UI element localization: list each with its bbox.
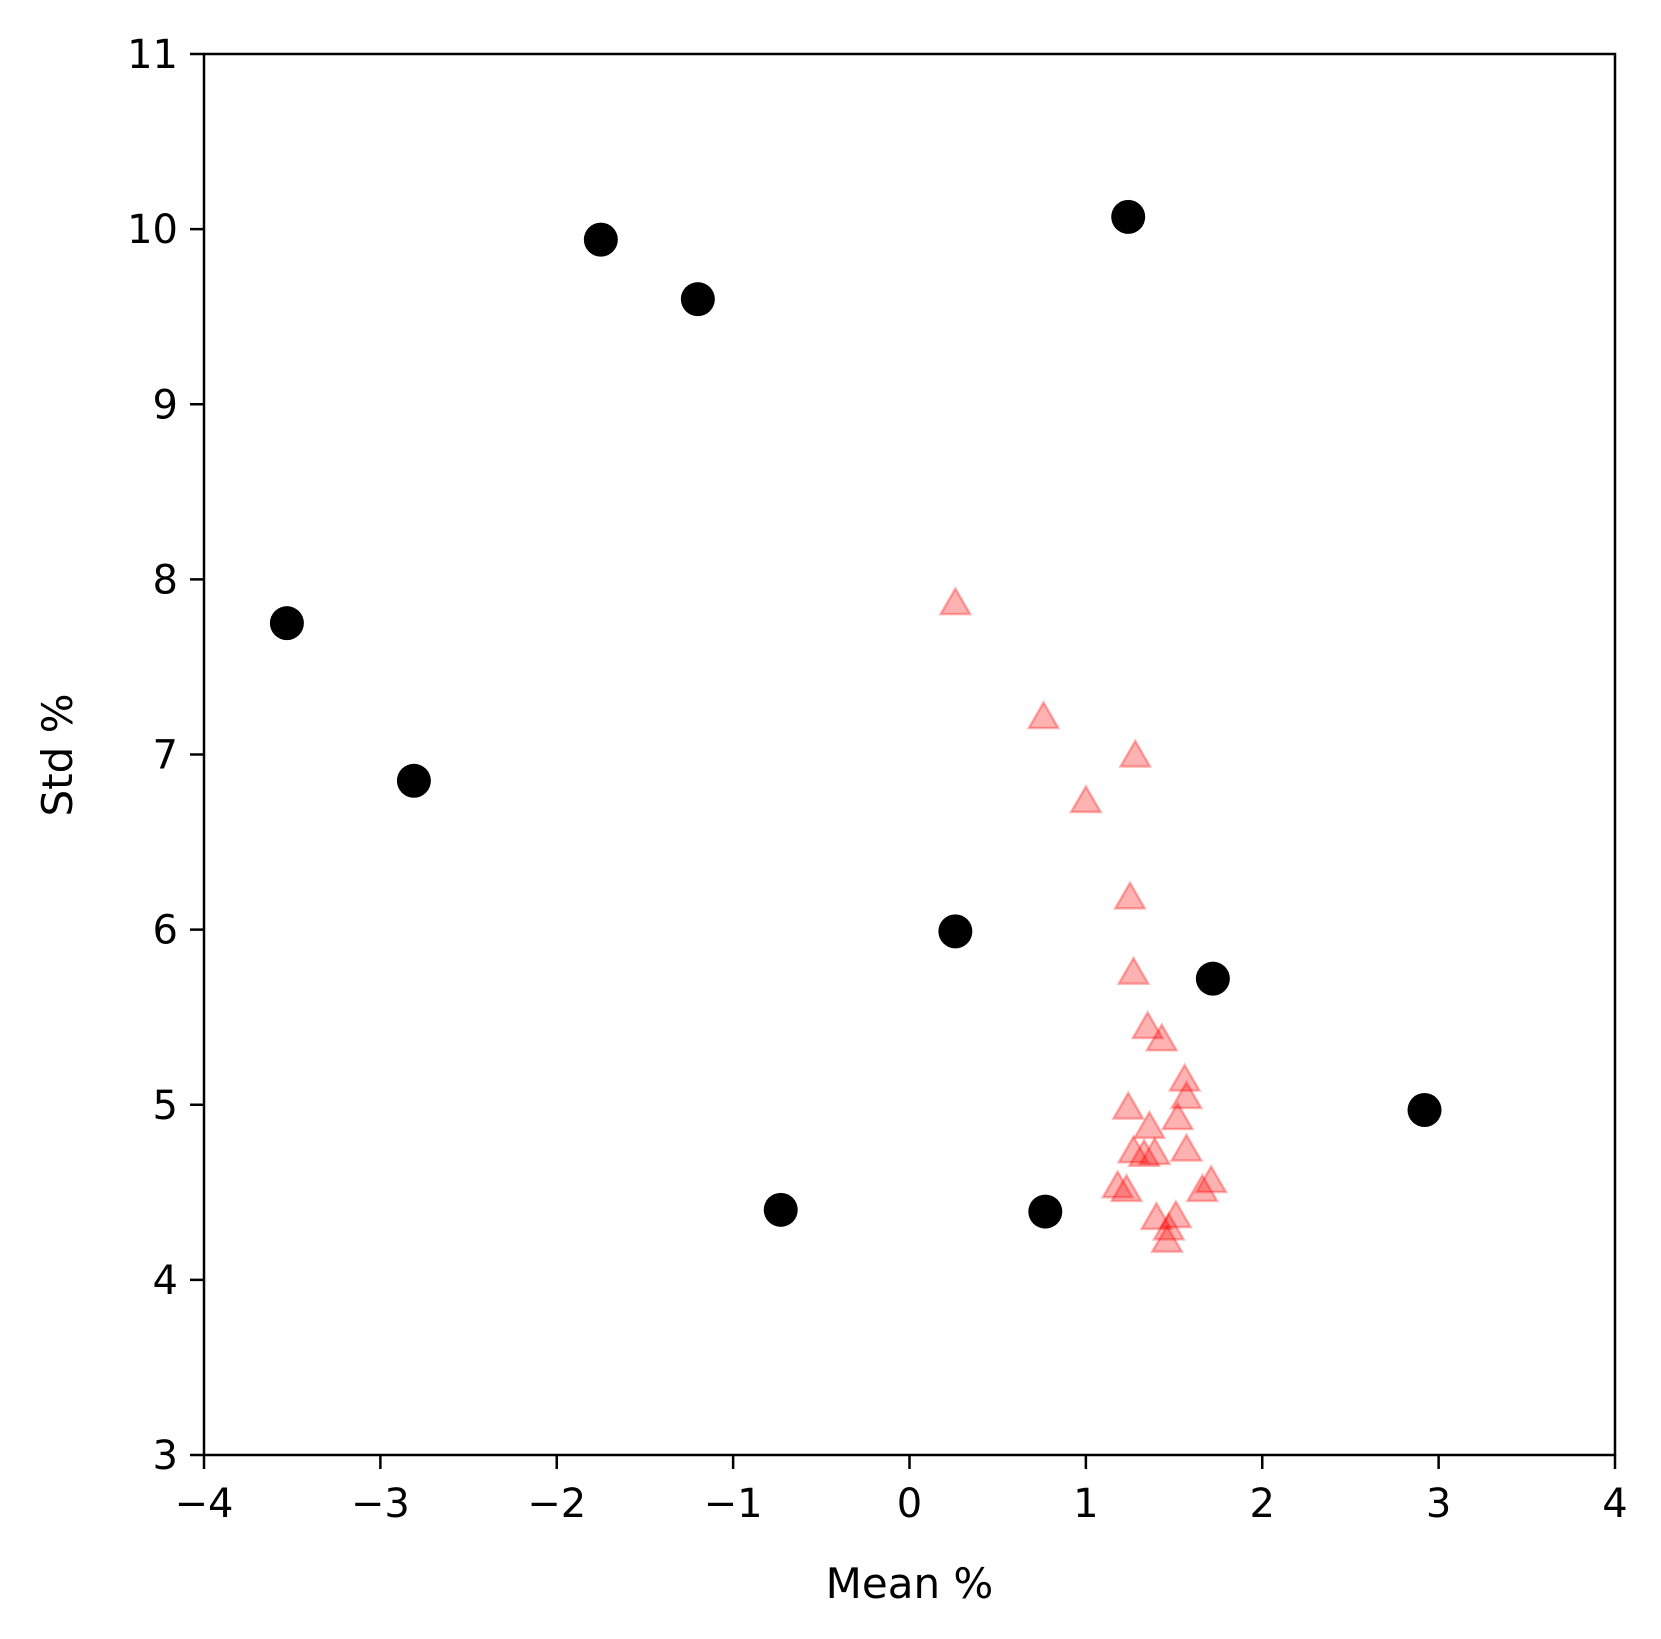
data-point-triangle (1100, 1169, 1135, 1199)
y-tick-label: 9 (153, 382, 178, 428)
data-point-circle (680, 282, 715, 317)
data-point-triangle (1127, 1137, 1161, 1168)
x-axis: −4 −3 −2 −1 0 1 2 3 4 (175, 1455, 1628, 1527)
data-point-triangle (1132, 1109, 1167, 1140)
data-point-circle (396, 763, 431, 798)
data-point-triangle (1151, 1211, 1186, 1241)
data-point-triangle (1130, 1009, 1165, 1040)
data-point-circle (583, 222, 618, 257)
data-point-triangle (1068, 784, 1103, 814)
data-point-triangle (1116, 1134, 1151, 1164)
data-point-triangle (1169, 1132, 1204, 1162)
data-point-circle (1195, 961, 1230, 996)
x-tick-label: −2 (527, 1481, 586, 1527)
x-tick-label: 3 (1426, 1481, 1451, 1527)
data-point-triangle (1158, 1199, 1193, 1229)
data-point-triangle (1109, 1172, 1144, 1203)
data-point-triangle (1160, 1101, 1195, 1131)
y-tick-label: 11 (127, 32, 178, 78)
y-axis-label: Std % (33, 693, 82, 816)
data-point-triangle (1111, 1090, 1146, 1120)
plot-marks (269, 199, 1442, 1253)
data-point-triangle (1113, 880, 1147, 910)
data-point-circle (763, 1192, 798, 1227)
x-tick-label: 4 (1602, 1481, 1627, 1527)
data-point-circle (1407, 1093, 1442, 1128)
y-tick-label: 5 (153, 1083, 178, 1129)
data-point-triangle (1194, 1164, 1228, 1194)
y-tick-label: 10 (127, 207, 178, 253)
y-tick-label: 7 (153, 733, 178, 779)
x-tick-label: −1 (704, 1481, 763, 1527)
data-point-circle (938, 914, 973, 949)
data-point-triangle (1169, 1079, 1204, 1110)
data-point-circle (269, 606, 304, 641)
triangle-series (938, 586, 1228, 1253)
y-tick-label: 4 (153, 1258, 178, 1304)
data-point-triangle (1118, 738, 1153, 768)
data-point-triangle (1116, 955, 1151, 985)
y-axis: 3 4 5 6 7 8 9 10 11 (127, 32, 204, 1479)
data-point-circle (1028, 1194, 1063, 1229)
data-point-triangle (1167, 1062, 1202, 1092)
data-point-triangle (1150, 1223, 1184, 1253)
data-point-triangle (1144, 1022, 1179, 1052)
plot-frame (202, 52, 1617, 1457)
x-tick-label: 1 (1073, 1481, 1098, 1527)
circle-series (269, 199, 1442, 1229)
x-tick-label: 2 (1250, 1481, 1275, 1527)
x-tick-label: −3 (351, 1481, 410, 1527)
y-tick-label: 3 (153, 1433, 178, 1479)
y-tick-label: 6 (153, 908, 178, 954)
y-tick-label: 8 (153, 557, 178, 603)
data-point-triangle (1185, 1172, 1220, 1203)
data-point-circle (1111, 199, 1146, 234)
x-axis-label: Mean % (826, 1559, 994, 1608)
data-point-triangle (1026, 699, 1061, 730)
data-point-triangle (938, 586, 973, 616)
data-point-triangle (1137, 1136, 1172, 1166)
data-point-triangle (1139, 1200, 1174, 1231)
x-tick-label: −4 (175, 1481, 234, 1527)
x-tick-label: 0 (897, 1481, 922, 1527)
